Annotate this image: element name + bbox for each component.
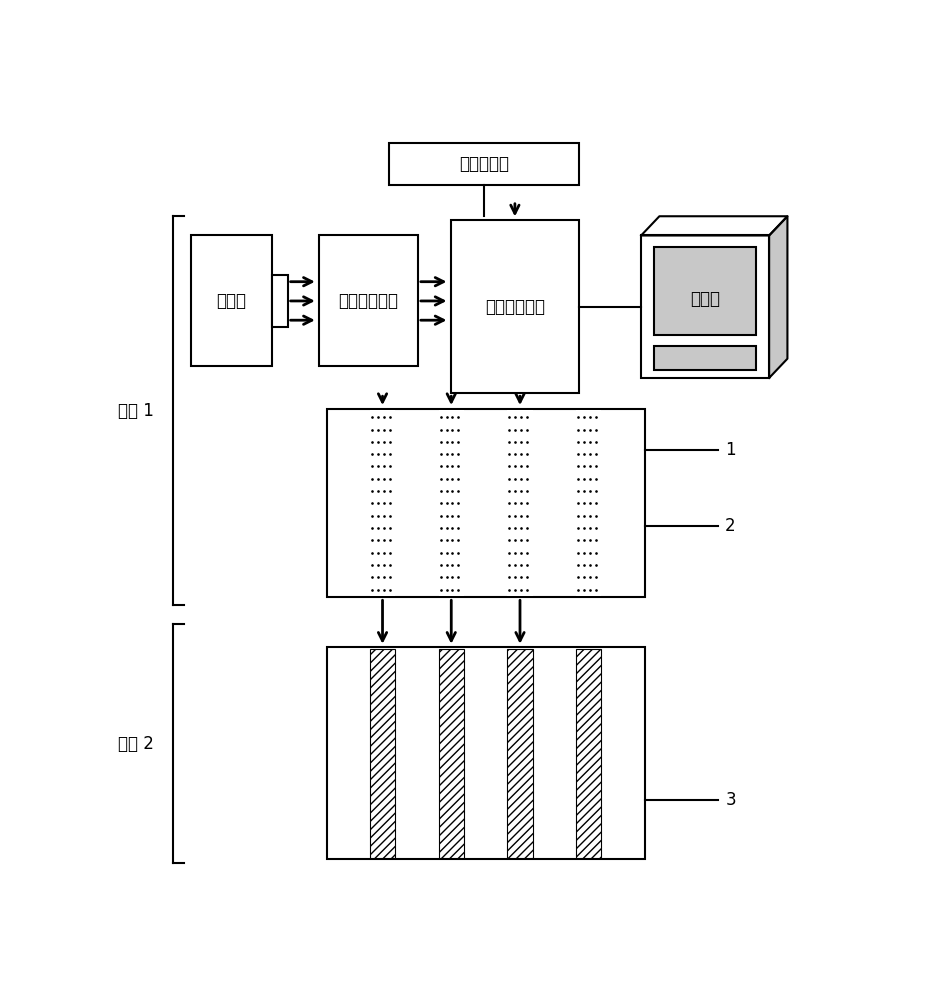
Bar	[370, 410, 396, 596]
Polygon shape	[641, 216, 787, 235]
Bar	[654, 247, 756, 335]
Bar	[507, 410, 532, 596]
Text: 振镜场镜系统: 振镜场镜系统	[485, 298, 545, 316]
Bar	[439, 410, 464, 596]
Bar	[654, 346, 756, 370]
Text: 激光器: 激光器	[216, 292, 246, 310]
Bar	[507, 649, 532, 858]
Bar	[327, 647, 645, 859]
Bar	[641, 235, 769, 378]
Bar	[272, 275, 288, 327]
Text: 步骤 2: 步骤 2	[118, 735, 154, 753]
Bar	[576, 649, 601, 858]
Bar	[389, 143, 579, 185]
Text: 2: 2	[725, 517, 736, 535]
Text: 步骤 1: 步骤 1	[118, 402, 154, 420]
Polygon shape	[769, 216, 787, 378]
Text: 光学整形元件: 光学整形元件	[339, 292, 398, 310]
Bar	[439, 649, 464, 858]
Bar	[451, 220, 579, 393]
Text: 1: 1	[725, 441, 736, 459]
Text: 3: 3	[725, 791, 736, 809]
Bar	[319, 235, 418, 366]
Bar	[576, 410, 601, 596]
Text: 计算机: 计算机	[690, 290, 720, 308]
Bar	[191, 235, 272, 366]
Text: 氮化铝基板: 氮化铝基板	[459, 155, 509, 173]
Bar	[327, 409, 645, 597]
Bar	[370, 649, 396, 858]
